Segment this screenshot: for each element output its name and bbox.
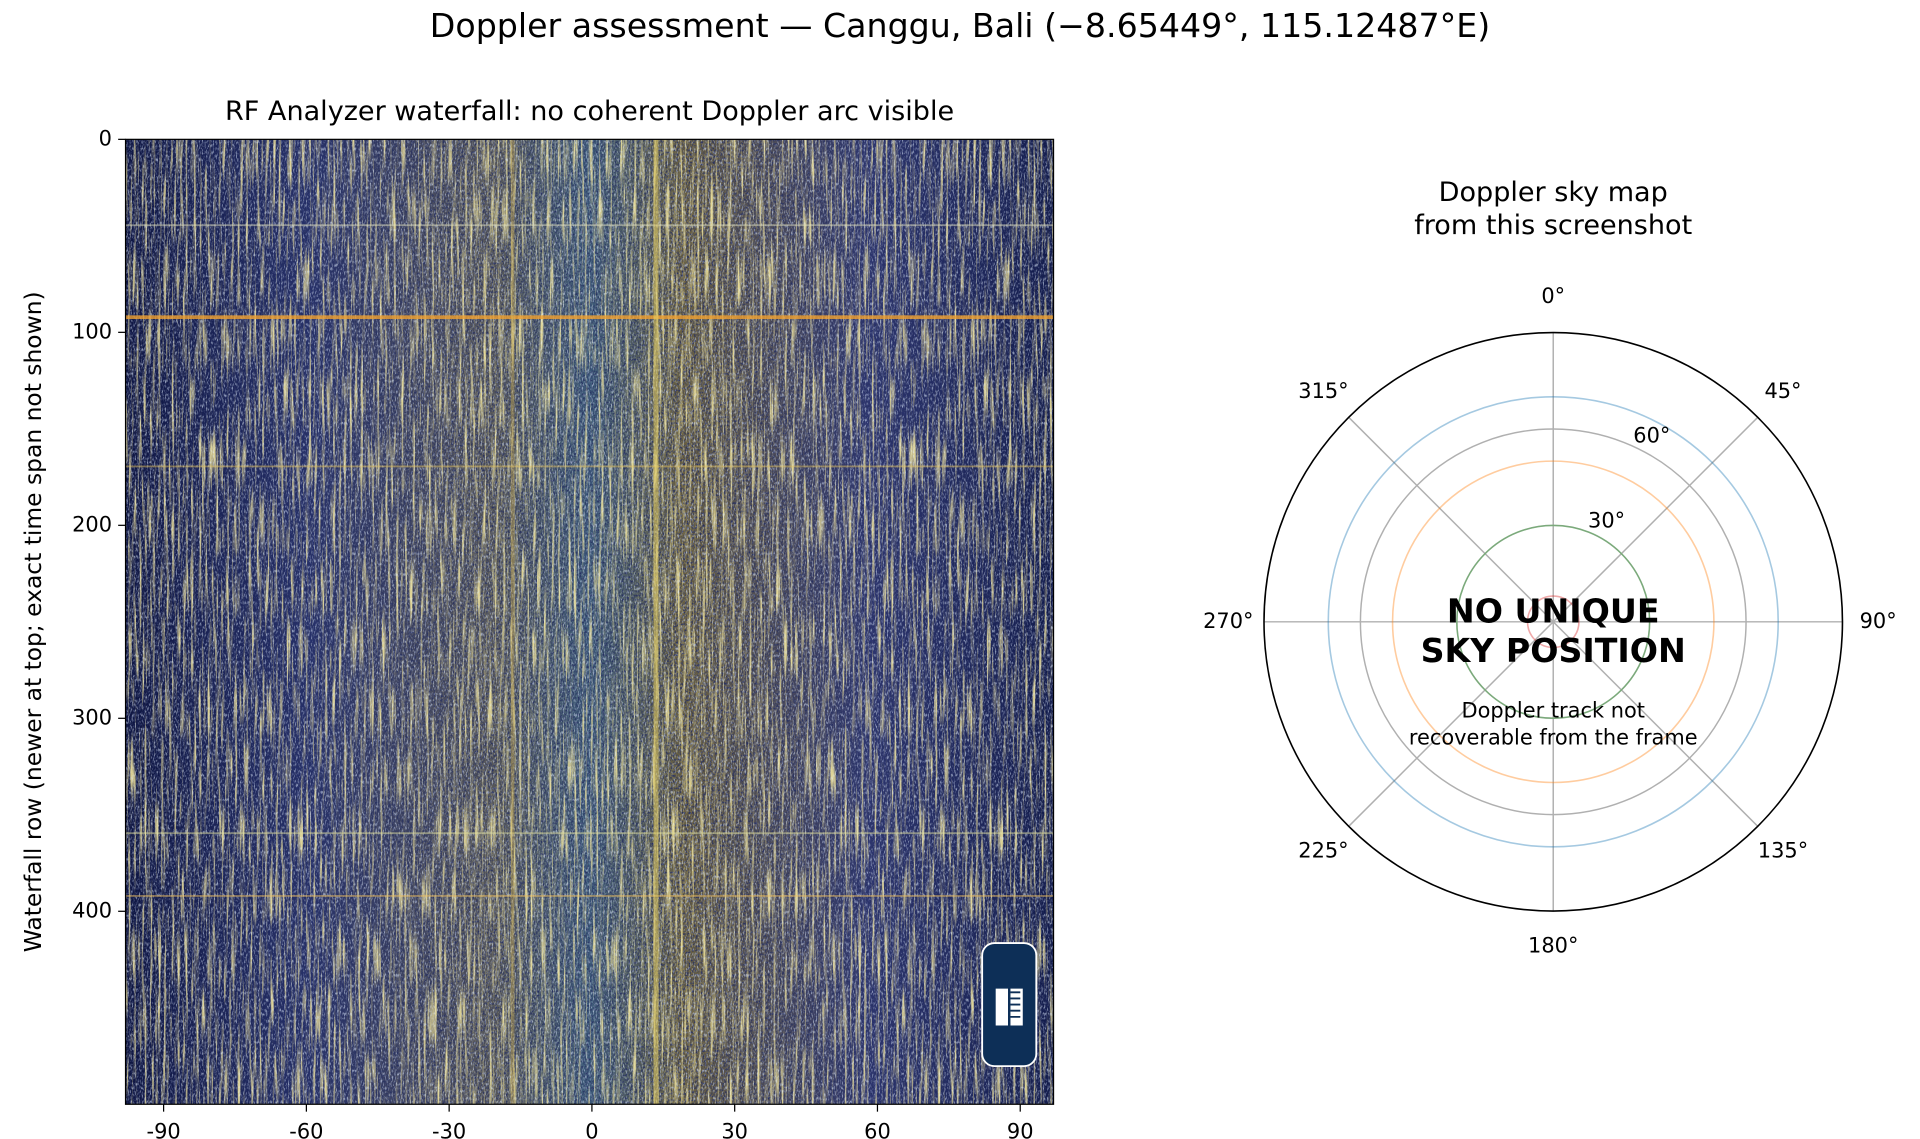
x-tick-label: 0 [585,1120,598,1139]
r-grid-line [1359,428,1747,816]
y-tick-label: 0 [99,126,112,150]
annotation: NO UNIQUE [1447,592,1660,631]
polar-title: from this screenshot [1414,210,1692,241]
x-tick-label: 30 [721,1120,748,1139]
theta-tick-label: 225° [1298,839,1348,863]
bookmark-button[interactable] [981,942,1038,1068]
theta-tick-label: 135° [1758,839,1808,863]
theta-tick-label: 315° [1298,379,1348,403]
theta-grid-line [1552,416,1759,623]
x-tick-label: 90 [1007,1120,1034,1139]
axes-title: RF Analyzer waterfall: no coherent Doppl… [225,96,954,127]
x-tick-label: -30 [432,1120,466,1139]
polar-spine [1263,331,1844,912]
r-tick-label: 60° [1633,423,1670,447]
y-axis-label: Waterfall row (newer at top; exact time … [19,291,47,952]
theta-grid-line [1348,416,1554,623]
x-tick-label: 60 [864,1120,891,1139]
annotation: SKY POSITION [1421,631,1686,670]
y-tick-label: 100 [72,319,112,343]
x-tick-label: -90 [147,1120,181,1139]
ring [1456,524,1651,720]
y-tick-label: 300 [72,705,112,729]
waterfall-image [125,139,1054,1105]
x-tick-label: -60 [289,1120,323,1139]
theta-grid-line [1348,621,1554,827]
ring [1327,396,1779,848]
theta-tick-label: 90° [1860,609,1897,633]
theta-tick-label: 45° [1764,379,1801,403]
theta-tick-label: 180° [1528,934,1578,958]
note: Doppler track not [1462,699,1645,723]
theta-tick-label: 0° [1541,284,1565,308]
figure-title: Doppler assessment — Canggu, Bali (−8.65… [430,6,1490,45]
polar-title: Doppler sky map [1439,177,1668,208]
ring [1391,460,1715,784]
r-grid-line [1456,524,1651,719]
axes-frame [124,138,1055,1105]
y-tick-label: 400 [72,898,112,922]
ring [1526,595,1580,649]
y-tick-label: 200 [72,512,112,536]
theta-tick-label: 270° [1203,609,1253,633]
theta-grid-line [1552,621,1759,827]
note: recoverable from the frame [1409,726,1698,750]
r-tick-label: 30° [1588,508,1625,532]
